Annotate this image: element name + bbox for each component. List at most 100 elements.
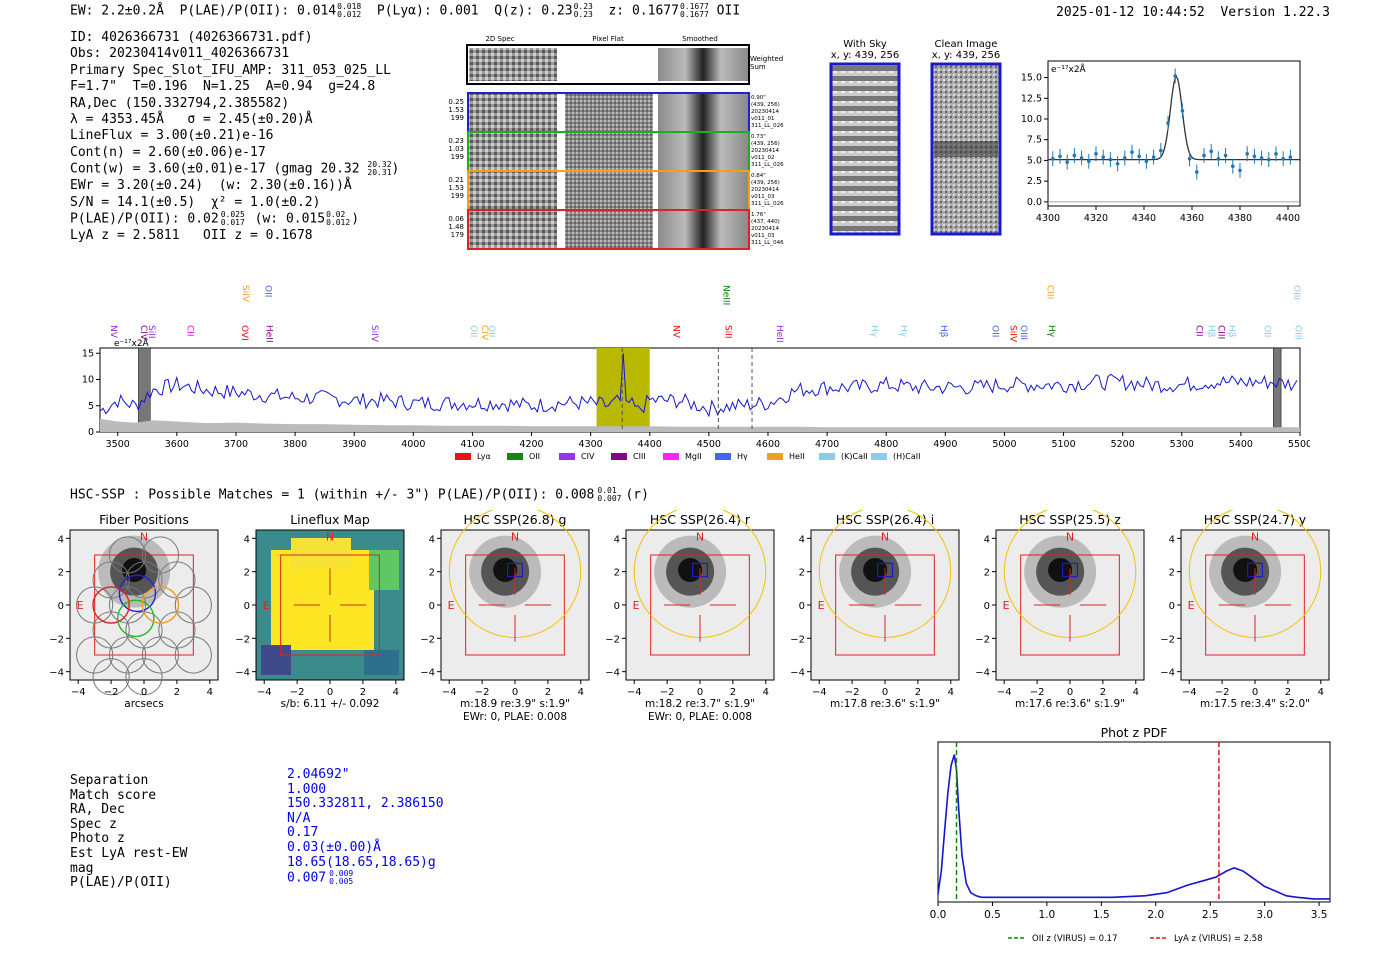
panel-ytick: 2 (244, 568, 250, 579)
cutout-right-value: v011_02 (751, 155, 775, 161)
panel-ytick: 2 (58, 568, 64, 579)
linefit-point (1144, 153, 1149, 169)
spectrum-xtick: 5100 (1051, 439, 1075, 450)
spectrum-ytick: 15 (82, 348, 94, 359)
imaging-panels: Fiber Positions N E −4 −4 −2 −2 0 0 2 2 4 4 arcsecs Li… (49, 510, 1330, 723)
cutout-frame (467, 209, 750, 250)
match-label: mag (70, 860, 94, 876)
panel-title: HSC SSP(26.4) i (836, 512, 934, 527)
line-marker-label: SiII (146, 325, 156, 339)
z-line: OII (716, 3, 741, 19)
panel-ytick: −2 (605, 634, 620, 645)
panel-title: HSC SSP(24.7) y (1204, 512, 1307, 527)
qz-label: Q(z): 0.23 (494, 3, 573, 19)
cutout-left-value: 0.06 (448, 215, 464, 223)
plae-hi: 0.018 (337, 2, 362, 11)
info-plae: P(LAE)/P(OII): 0.02 0.025 0.017 (w: 0.015 0… (70, 209, 360, 227)
cutout-left-value: 0.23 (448, 137, 464, 145)
spectrum-xtick: 5500 (1288, 439, 1310, 450)
match-labels: Separation Match score RA, Dec Spec z Photo … (70, 773, 187, 891)
panel-ytick: 4 (799, 534, 805, 545)
panel-ytick: −4 (975, 668, 990, 679)
spectrum-xtick: 5000 (992, 439, 1016, 450)
line-marker-label: OII (990, 325, 1000, 337)
linefit-point (1216, 151, 1221, 167)
linefit-point (1087, 153, 1091, 169)
panel-ytick: −2 (49, 634, 64, 645)
panel-ytick: 2 (984, 568, 990, 579)
line-marker-label: OII (263, 285, 273, 297)
cutout-right-value: 311_LL_026 (751, 123, 784, 129)
spectrum-unit-label: e⁻¹⁷x2Å (114, 337, 150, 349)
linefit-point (1187, 151, 1192, 167)
panel-xtick: 2 (1100, 687, 1106, 698)
panel-ytick: −4 (605, 668, 620, 679)
panel-xtick: 0 (327, 687, 333, 698)
line-marker-label: Hγ (1046, 325, 1056, 338)
info-params: F=1.7" T=0.196 N=1.25 A=0.94 g=24.8 (70, 79, 376, 95)
north-label: N (696, 530, 704, 543)
header-summary: EW: 2.2±0.2Å P(LAE)/P(OII): 0.014 0.018 0.… (70, 3, 740, 19)
panel-caption: m:17.6 re:3.6" s:1.9" (1015, 698, 1125, 710)
panel-ytick: −2 (790, 634, 805, 645)
ew-value: EW: 2.2±0.2Å (70, 3, 164, 19)
spectrum-ytick: 0 (88, 427, 94, 438)
panel-ytick: 4 (614, 534, 620, 545)
linefit-point (1137, 148, 1141, 164)
spectrum-frame (99, 347, 1301, 433)
cutout-right-value: (439, 256) (751, 141, 780, 147)
col-smoothed: Smoothed (682, 35, 718, 43)
line-marker-label: SiIV (369, 325, 379, 343)
north-label: N (1066, 530, 1074, 543)
cutout-left-value: 1.03 (448, 145, 464, 153)
imaging-panel: Lineflux Map N E −4 −4 −2 −2 0 0 2 2 4 4 s/b: 6.11 +/… (235, 512, 405, 710)
panel-ytick: 4 (244, 534, 250, 545)
clean-title: Clean Image (935, 39, 998, 50)
spectrum-xtick: 4800 (874, 439, 898, 450)
cutout-right-value: v011_01 (751, 116, 775, 122)
plae-label: P(LAE)/P(OII): 0.014 (179, 3, 337, 19)
line-marker-label: SiII (722, 325, 732, 339)
linefit-ytick: 0.0 (1027, 197, 1042, 208)
photz-legend: OII z (VIRUS) = 0.17 LyA z (VIRUS) = 2.58 (1008, 934, 1263, 944)
spectrum-cutouts: 2D Spec Pixel Flat Smoothed Weighted Sum… (448, 35, 784, 250)
full-spectrum-plot: e⁻¹⁷x2Å 3500 3600 3700 3800 3900 4000 4100 4200 4… (82, 285, 1310, 461)
linefit-point (1101, 149, 1105, 165)
panel-xtick: 0 (1067, 687, 1073, 698)
cutout-smoothed (658, 211, 748, 248)
line-marker-label: CIII (1045, 285, 1055, 299)
spectrum-xtick: 4600 (756, 439, 780, 450)
linefit-xtick: 4340 (1132, 213, 1156, 224)
panel-xtick: −2 (1030, 687, 1045, 698)
line-marker-label: Hβ (938, 325, 948, 338)
line-marker-label: NV (670, 325, 680, 339)
cutout-right-value: 0.73" (751, 134, 766, 140)
panel-ytick: −4 (790, 668, 805, 679)
spectrum-xtick: 3800 (283, 439, 307, 450)
linefit-point (1209, 143, 1213, 159)
cutout-right-value: 0.84" (751, 173, 766, 179)
svg-text:HeII: HeII (789, 452, 805, 461)
panel-xtick: −2 (845, 687, 860, 698)
info-primary: Primary Spec_Slot_IFU_AMP: 311_053_025_L… (70, 62, 391, 78)
cutout-right-value: 311_LL_046 (751, 240, 784, 246)
panel-xtick: −4 (1182, 687, 1197, 698)
east-label: E (448, 599, 455, 612)
linefit-ytick: 10.0 (1021, 114, 1042, 125)
clean-xy: x, y: 439, 256 (932, 50, 1001, 61)
panel-xtick: 0 (141, 687, 147, 698)
masked-region (1273, 347, 1282, 433)
spectrum-xtick: 4200 (519, 439, 543, 450)
cutout-2d (469, 211, 557, 248)
east-label: E (263, 599, 270, 612)
linefit-point (1159, 143, 1163, 158)
line-marker-label: HeII (264, 325, 274, 343)
legend-entry: Lyα (455, 452, 491, 461)
east-label: E (818, 599, 825, 612)
photz-xtick: 2.0 (1147, 909, 1164, 921)
linefit-point (1166, 115, 1170, 131)
panel-xtick: 0 (512, 687, 518, 698)
cutout-right-value: 1.76" (751, 212, 766, 218)
